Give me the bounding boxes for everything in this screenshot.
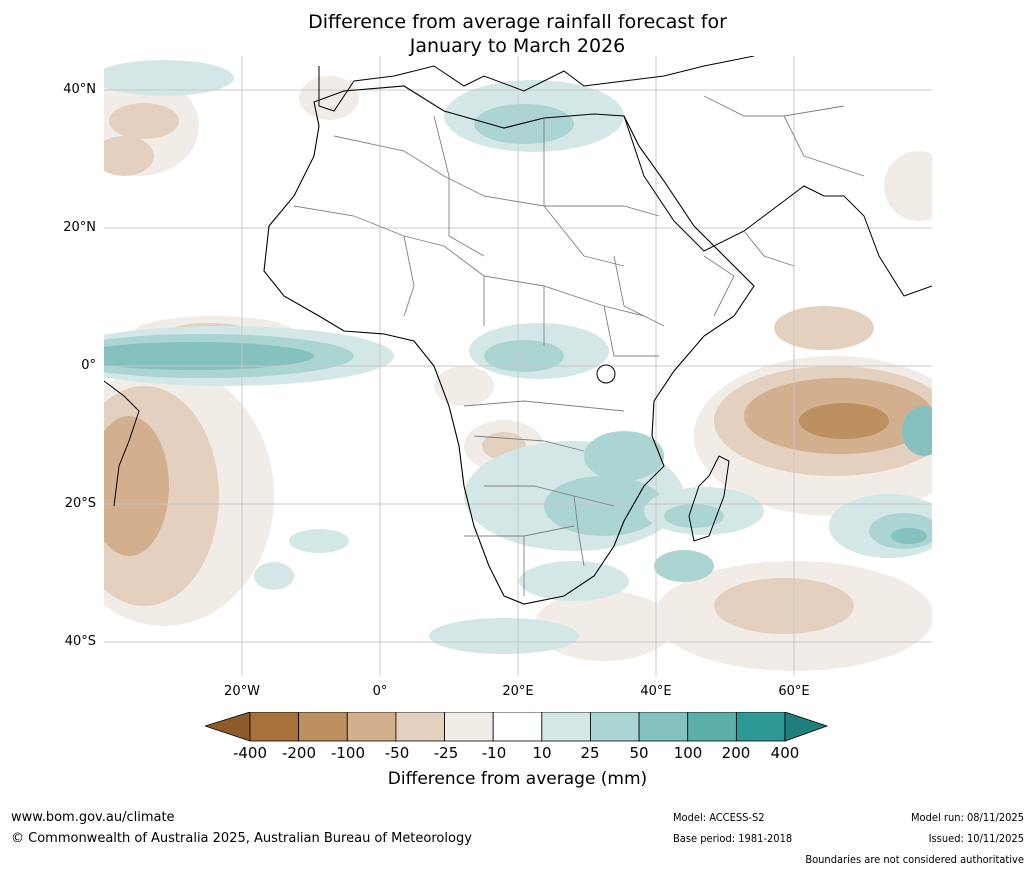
- y-tick-label: 20°S: [64, 496, 96, 511]
- colorbar-segment: [541, 712, 591, 742]
- madagascar-coastline: [688, 455, 730, 542]
- colorbar-tick: 10: [532, 744, 552, 762]
- colorbar-tick: -25: [433, 744, 459, 762]
- colorbar-tick: 25: [580, 744, 600, 762]
- colorbar-segment: [395, 712, 445, 742]
- model-run-date: Model run: 08/11/2025: [911, 811, 1024, 824]
- x-tick-label: 60°E: [778, 684, 810, 699]
- colorbar-tick: 200: [721, 744, 751, 762]
- x-tick-label: 0°: [372, 684, 388, 699]
- colorbar-segment: [687, 712, 737, 742]
- boundaries-disclaimer: Boundaries are not considered authoritat…: [805, 853, 1024, 866]
- map-canvas: [104, 56, 932, 676]
- copyright-notice: © Commonwealth of Australia 2025, Austra…: [11, 831, 472, 846]
- y-tick-label: 0°: [81, 358, 96, 373]
- colorbar-tick: 100: [673, 744, 703, 762]
- lake-victoria: [596, 364, 616, 384]
- x-tick-label: 40°E: [640, 684, 672, 699]
- europe-coastline: [318, 56, 755, 112]
- x-tick-label: 20°W: [224, 684, 260, 699]
- colorbar-high-extend: [784, 712, 829, 742]
- model-name: Model: ACCESS-S2: [673, 811, 765, 824]
- x-tick-label: 20°E: [502, 684, 534, 699]
- base-period: Base period: 1981-2018: [673, 832, 793, 845]
- website-link[interactable]: www.bom.gov.au/climate: [11, 810, 175, 825]
- graticule: [104, 56, 932, 676]
- title-line-2: January to March 2026: [409, 35, 626, 57]
- colorbar-segment: [735, 712, 786, 742]
- colorbar-segment: [590, 712, 640, 742]
- map-title: Difference from average rainfall forecas…: [0, 10, 1035, 58]
- colorbar-tick: -10: [481, 744, 507, 762]
- south-america-coastline: [104, 380, 140, 507]
- colorbar-tick: -400: [232, 744, 268, 762]
- colorbar-segment: [346, 712, 397, 742]
- dry-anomaly-areas: [104, 76, 932, 671]
- colorbar: [205, 712, 829, 742]
- arabia-coastline: [623, 115, 932, 297]
- y-tick-label: 40°S: [64, 634, 96, 649]
- colorbar-segment: [298, 712, 348, 742]
- colorbar-tick: 50: [629, 744, 649, 762]
- wet-anomaly-areas: [104, 60, 932, 654]
- colorbar-tick: -200: [281, 744, 317, 762]
- colorbar-tick: -50: [384, 744, 410, 762]
- title-line-1: Difference from average rainfall forecas…: [308, 11, 727, 33]
- colorbar-segments: [249, 712, 786, 742]
- colorbar-segment: [444, 712, 494, 742]
- colorbar-tick: 400: [770, 744, 800, 762]
- colorbar-low-extend: [205, 712, 251, 742]
- rainfall-anomaly-map: [104, 56, 932, 676]
- colorbar-segment: [249, 712, 300, 742]
- colorbar-label: Difference from average (mm): [387, 769, 648, 789]
- colorbar-segment: [638, 712, 689, 742]
- y-tick-label: 40°N: [63, 82, 96, 97]
- country-borders: [293, 95, 865, 596]
- issued-date: Issued: 10/11/2025: [928, 832, 1024, 845]
- colorbar-segment: [492, 712, 543, 742]
- y-tick-label: 20°N: [63, 220, 96, 235]
- colorbar-tick: -100: [330, 744, 366, 762]
